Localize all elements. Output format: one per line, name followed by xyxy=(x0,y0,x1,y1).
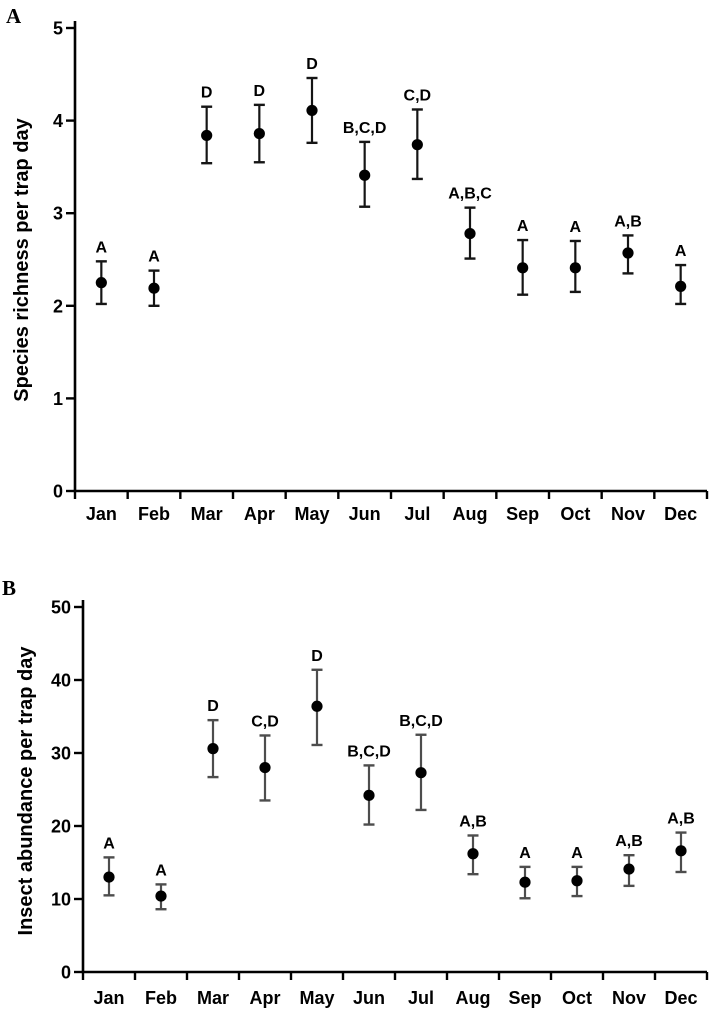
significance-group-label: C,D xyxy=(251,713,279,730)
significance-group-label: A,B xyxy=(614,213,642,230)
x-category-label: Apr xyxy=(250,988,281,1008)
y-tick-label: 50 xyxy=(51,598,71,618)
y-tick-label: 40 xyxy=(51,671,71,691)
y-tick-label: 5 xyxy=(53,19,63,39)
panel-a-letter: A xyxy=(6,4,22,28)
significance-group-label: B,C,D xyxy=(343,120,387,137)
significance-group-label: A xyxy=(103,835,115,852)
significance-group-label: A xyxy=(571,845,583,862)
significance-group-label: B,C,D xyxy=(399,713,443,730)
x-category-label: Jan xyxy=(86,504,117,524)
data-point xyxy=(622,247,634,259)
x-category-label: Sep xyxy=(506,504,539,524)
data-point xyxy=(519,876,531,888)
x-category-label: Mar xyxy=(197,988,229,1008)
significance-group-label: D xyxy=(207,698,219,715)
y-tick-label: 30 xyxy=(51,744,71,764)
y-tick-label: 0 xyxy=(53,482,63,502)
significance-group-label: A xyxy=(96,239,108,256)
significance-group-label: B,C,D xyxy=(347,743,391,760)
x-category-label: Jul xyxy=(404,504,430,524)
x-category-label: May xyxy=(294,504,329,524)
data-point xyxy=(103,871,115,883)
significance-group-label: D xyxy=(306,56,318,73)
data-point xyxy=(464,227,476,240)
significance-group-label: C,D xyxy=(404,87,432,104)
x-category-label: Jun xyxy=(349,504,381,524)
data-point xyxy=(95,277,107,289)
data-point xyxy=(571,875,583,887)
data-point xyxy=(675,845,687,857)
data-point xyxy=(207,743,219,755)
significance-group-label: A xyxy=(675,243,687,260)
significance-group-label: D xyxy=(254,83,266,100)
y-tick-label: 2 xyxy=(53,296,63,316)
data-point xyxy=(253,127,265,140)
significance-group-label: A xyxy=(155,862,167,879)
data-point xyxy=(259,762,271,774)
y-tick-label: 3 xyxy=(53,204,63,224)
y-tick-label: 0 xyxy=(61,963,71,983)
data-point xyxy=(415,767,427,779)
x-category-label: Dec xyxy=(664,988,697,1008)
significance-group-label: A,B xyxy=(615,833,643,850)
panel-a-y-axis-title: Species richness per trap day xyxy=(11,117,33,401)
x-category-label: May xyxy=(299,988,334,1008)
data-point xyxy=(311,700,323,712)
significance-group-label: A,B xyxy=(667,811,695,828)
significance-group-label: A xyxy=(148,249,160,266)
x-category-label: Jan xyxy=(93,988,124,1008)
data-point xyxy=(675,280,687,292)
data-point xyxy=(148,282,160,294)
x-category-label: Aug xyxy=(453,504,488,524)
y-tick-label: 20 xyxy=(51,817,71,837)
x-category-label: Dec xyxy=(664,504,697,524)
significance-group-label: A,B xyxy=(459,813,487,830)
x-category-label: Apr xyxy=(244,504,275,524)
x-category-label: Feb xyxy=(145,988,177,1008)
x-category-label: Sep xyxy=(508,988,541,1008)
data-point xyxy=(155,890,167,902)
data-point xyxy=(467,848,479,860)
panel-b-letter: B xyxy=(2,576,16,600)
data-point xyxy=(569,262,581,274)
data-point xyxy=(411,139,423,151)
significance-group-label: D xyxy=(201,85,213,102)
x-category-label: Nov xyxy=(611,504,645,524)
data-point xyxy=(623,863,635,875)
significance-group-label: A xyxy=(570,219,582,236)
y-tick-label: 1 xyxy=(53,389,63,409)
y-tick-label: 4 xyxy=(53,111,63,131)
x-category-label: Oct xyxy=(562,988,592,1008)
data-point xyxy=(517,262,529,274)
x-category-label: Nov xyxy=(612,988,646,1008)
significance-group-label: A,B,C xyxy=(448,186,492,203)
panel-a-chart: 0 1 2 3 4 5 Jan Feb Mar Apr May Jun Jul Aug Sep Oct Nov D… xyxy=(53,19,709,524)
x-category-label: Jul xyxy=(408,988,434,1008)
panel-b-y-axis-title: Insect abundance per trap day xyxy=(15,646,37,936)
x-category-label: Mar xyxy=(191,504,223,524)
panel-b-chart: 0 10 20 30 40 50 Jan Feb Mar Apr May Jun Jul Aug Sep Oc… xyxy=(51,598,709,1008)
x-category-label: Jun xyxy=(353,988,385,1008)
significance-group-label: A xyxy=(517,218,529,235)
data-point xyxy=(359,169,371,181)
x-category-label: Aug xyxy=(456,988,491,1008)
significance-group-label: A xyxy=(519,845,531,862)
data-point xyxy=(201,129,213,142)
y-tick-label: 10 xyxy=(51,890,71,910)
significance-group-label: D xyxy=(311,648,323,665)
x-category-label: Oct xyxy=(560,504,590,524)
data-point xyxy=(363,789,375,801)
data-point xyxy=(306,104,318,117)
x-category-label: Feb xyxy=(138,504,170,524)
